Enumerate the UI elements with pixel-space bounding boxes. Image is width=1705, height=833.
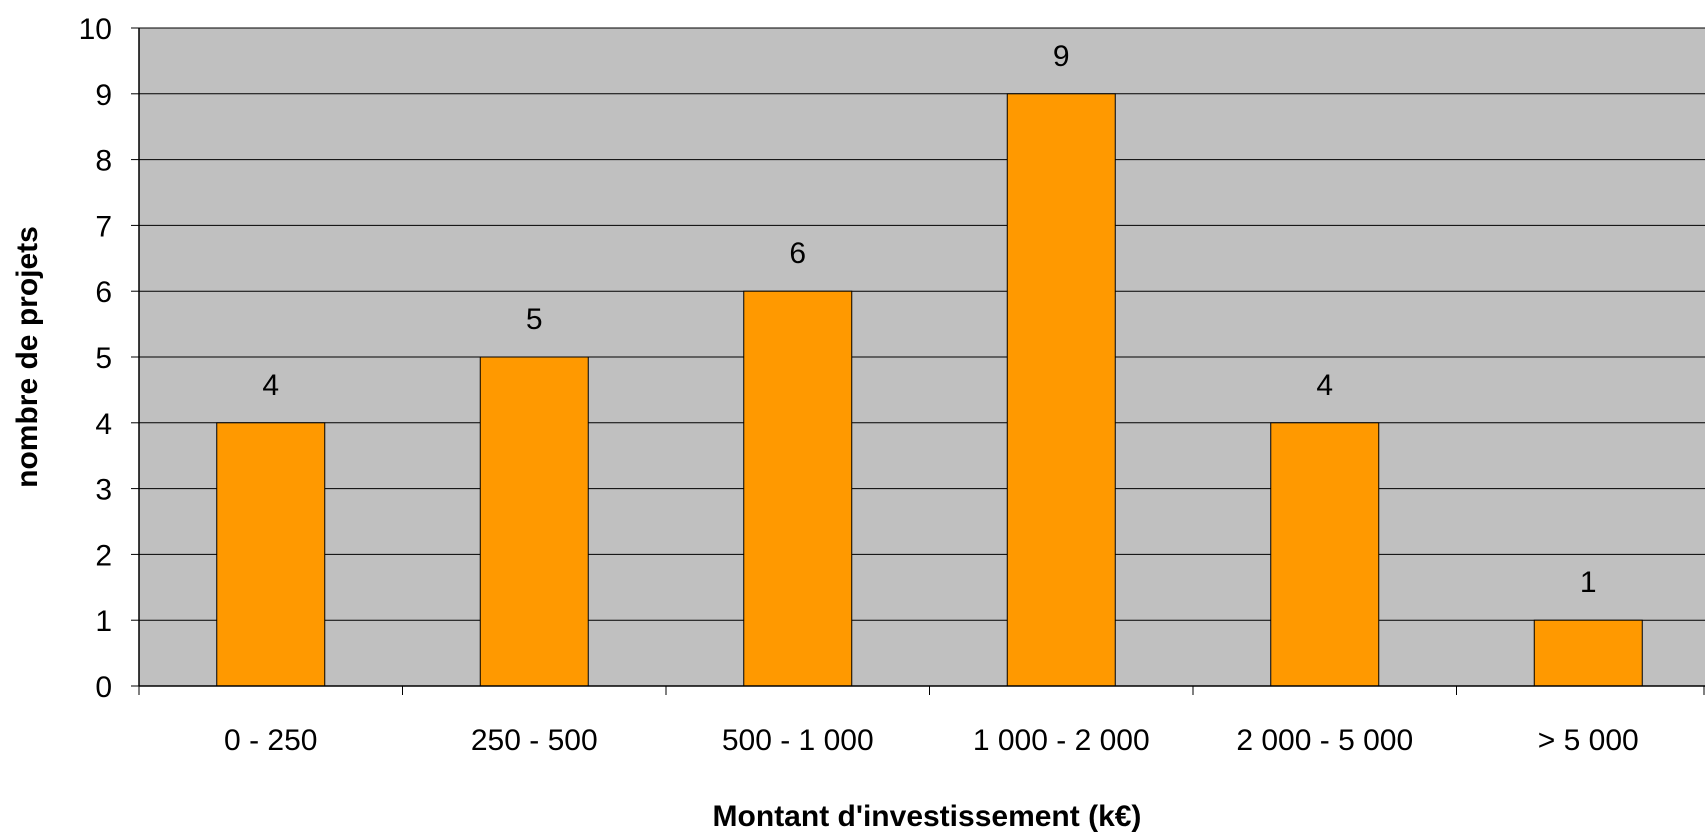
- data-label: 1: [1580, 566, 1597, 599]
- y-axis-title: nombre de projets: [11, 226, 44, 488]
- y-tick-label: 5: [95, 342, 112, 375]
- y-tick-label: 9: [95, 79, 112, 112]
- data-label: 5: [526, 303, 543, 336]
- axes: [131, 27, 1705, 695]
- data-label: 4: [1316, 369, 1333, 402]
- y-tick-labels: 0 1 2 3 4 5 6 7 8 9 10: [79, 13, 112, 704]
- x-tick-label: 250 - 500: [471, 724, 598, 757]
- y-tick-label: 2: [95, 539, 112, 572]
- y-tick-label: 3: [95, 474, 112, 507]
- bar: [1270, 422, 1380, 687]
- y-tick-label: 7: [95, 210, 112, 243]
- data-label: 9: [1053, 40, 1070, 73]
- y-tick-label: 4: [95, 408, 112, 441]
- x-tick-label: 500 - 1 000: [722, 724, 874, 757]
- x-tick-label: > 5 000: [1538, 724, 1639, 757]
- x-tick-label: 2 000 - 5 000: [1236, 724, 1413, 757]
- bar: [479, 356, 589, 687]
- y-tick-label: 6: [95, 276, 112, 309]
- x-tick-label: 0 - 250: [224, 724, 317, 757]
- bars: [216, 93, 1643, 687]
- x-axis-title: Montant d'investissement (k€): [713, 800, 1142, 833]
- bar: [743, 290, 853, 687]
- bar: [1006, 93, 1116, 687]
- y-tick-label: 10: [79, 13, 112, 46]
- data-label: 4: [262, 369, 279, 402]
- y-tick-label: 0: [95, 671, 112, 704]
- bar: [1533, 619, 1643, 687]
- y-tick-label: 8: [95, 145, 112, 178]
- data-label: 6: [789, 237, 806, 270]
- gridlines: [139, 27, 1705, 621]
- x-tick-label: 1 000 - 2 000: [973, 724, 1150, 757]
- data-labels: 4 5 6 9 4 1: [262, 40, 1596, 599]
- bar: [216, 422, 326, 687]
- x-tick-labels: 0 - 250 250 - 500 500 - 1 000 1 000 - 2 000…: [224, 724, 1639, 757]
- y-tick-label: 1: [95, 605, 112, 638]
